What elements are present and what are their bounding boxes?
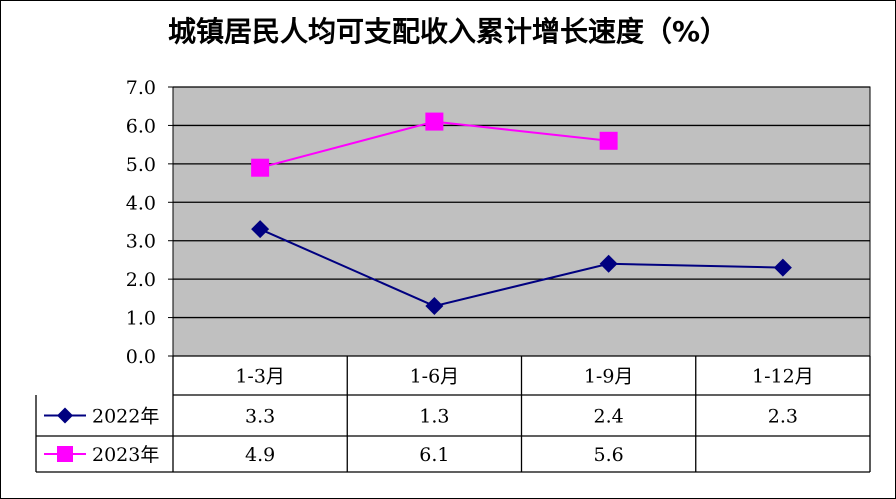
data-table-value: 2.3	[768, 406, 798, 428]
chart-title: 城镇居民人均可支配收入累计增长速度（%）	[167, 15, 729, 48]
series-line	[259, 228, 783, 308]
y-tick-label: 6.0	[126, 115, 156, 137]
data-table-value: 5.6	[594, 444, 624, 466]
legend-diamond-marker	[57, 407, 73, 424]
data-point-diamond	[599, 254, 618, 273]
x-category-label: 1-6月	[410, 366, 460, 388]
y-tick-label: 0.0	[126, 346, 156, 368]
data-table-value: 4.9	[245, 444, 275, 466]
legend-square-marker	[57, 446, 73, 462]
x-category-label: 1-3月	[235, 366, 285, 388]
data-point-square	[425, 112, 444, 131]
y-tick-label: 2.0	[126, 269, 156, 291]
x-category-label: 1-12月	[752, 366, 814, 388]
y-tick-label: 3.0	[126, 231, 156, 253]
x-category-label: 1-9月	[584, 366, 634, 388]
legend-series-name: 2022年	[92, 406, 159, 428]
legend-series-name: 2023年	[92, 444, 159, 466]
data-table-value: 3.3	[245, 406, 275, 428]
data-table-value: 2.4	[594, 406, 624, 428]
y-tick-label: 7.0	[126, 77, 156, 99]
data-point-square	[599, 131, 618, 150]
data-point-diamond	[251, 220, 270, 239]
y-tick-label: 5.0	[126, 154, 156, 176]
data-point-diamond	[425, 297, 444, 316]
data-point-square	[251, 158, 270, 177]
y-tick-label: 4.0	[126, 192, 156, 214]
plot-area	[172, 86, 871, 357]
data-table-value: 1.3	[419, 406, 449, 428]
data-table-value: 6.1	[419, 444, 449, 466]
data-point-diamond	[773, 258, 792, 277]
y-tick-label: 1.0	[126, 308, 156, 330]
